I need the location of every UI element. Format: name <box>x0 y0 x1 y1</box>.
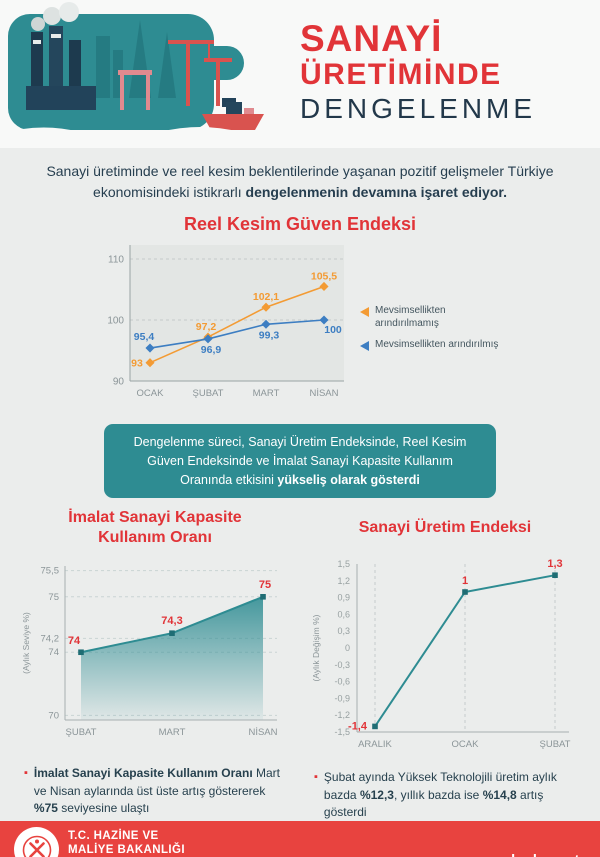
org-name-line2: MALİYE BAKANLIĞI <box>68 843 185 856</box>
svg-text:1,5: 1,5 <box>337 559 350 569</box>
legend-item: Mevsimsellikten arındırılmış <box>360 338 508 351</box>
chart3-title: Sanayi Üretim Endeksi <box>358 519 532 537</box>
svg-text:105,5: 105,5 <box>311 270 337 282</box>
kapasite-note: ▪ İmalat Sanayi Kapasite Kullanım Oranı … <box>14 765 296 817</box>
svg-text:70: 70 <box>48 711 59 722</box>
bullet-icon: ▪ <box>24 767 28 780</box>
bullet-icon: ▪ <box>314 771 318 784</box>
svg-text:96,9: 96,9 <box>201 344 222 356</box>
svg-text:-0,9: -0,9 <box>334 694 350 704</box>
svg-text:100: 100 <box>324 324 342 336</box>
svg-text:75,5: 75,5 <box>41 566 60 577</box>
svg-text:0,9: 0,9 <box>337 593 350 603</box>
svg-text:102,1: 102,1 <box>253 291 279 303</box>
org-name-line1: T.C. HAZİNE VE <box>68 829 159 842</box>
svg-text:93: 93 <box>131 358 143 370</box>
ministry-logo-icon <box>14 827 59 857</box>
legend-item: Mevsimsellikten arındırılmamış <box>360 304 508 330</box>
header: SANAYİ ÜRETİMİNDE DENGELENME <box>0 0 600 148</box>
svg-text:OCAK: OCAK <box>452 739 480 750</box>
website-url: www.hmb.gov.tr <box>474 853 585 857</box>
charts-row: İmalat Sanayi Kapasite Kullanım Oranı 75… <box>0 506 600 821</box>
uretim-note: ▪ Şubat ayında Yüksek Teknolojili üretim… <box>304 769 586 821</box>
kapasite-note-text: İmalat Sanayi Kapasite Kullanım Oranı Ma… <box>33 766 280 816</box>
svg-text:ŞUBAT: ŞUBAT <box>540 739 571 750</box>
svg-text:95,4: 95,4 <box>134 331 155 343</box>
svg-text:74,2: 74,2 <box>41 634 60 645</box>
kapasite-column: İmalat Sanayi Kapasite Kullanım Oranı 75… <box>14 506 296 821</box>
svg-text:0,6: 0,6 <box>337 610 350 620</box>
svg-text:ARALIK: ARALIK <box>358 739 392 750</box>
kapasite-chart: 75,5 75 74,2 74 70 74 74,3 75 ŞUBAT MART NİSAN (Ayl… <box>14 550 296 763</box>
footer: T.C. HAZİNE VE MALİYE BAKANLIĞI f /HMBak… <box>0 821 600 857</box>
svg-text:OCAK: OCAK <box>137 388 165 399</box>
svg-text:75: 75 <box>259 579 271 591</box>
chart1-section: 110 100 90 OCAK ŞUBAT MART NİSAN 93 97,2 102,1 105… <box>0 237 600 418</box>
svg-text:-1,5: -1,5 <box>334 727 350 737</box>
svg-text:74,3: 74,3 <box>161 615 182 627</box>
svg-text:-1,2: -1,2 <box>334 710 350 720</box>
svg-text:75: 75 <box>48 592 59 603</box>
svg-text:ŞUBAT: ŞUBAT <box>193 388 224 399</box>
svg-text:(Aylık Değişim %): (Aylık Değişim %) <box>311 615 321 682</box>
title-line-2: ÜRETİMİNDE <box>300 58 502 92</box>
chart2-title: İmalat Sanayi Kapasite Kullanım Oranı <box>68 509 242 547</box>
svg-text:1,3: 1,3 <box>547 558 562 570</box>
title-line-1: SANAYİ <box>300 18 443 59</box>
orange-arrow-icon <box>360 307 369 317</box>
svg-text:1: 1 <box>462 575 468 587</box>
svg-text:1,2: 1,2 <box>337 576 350 586</box>
svg-text:90: 90 <box>113 377 125 388</box>
svg-text:ŞUBAT: ŞUBAT <box>66 727 97 738</box>
uretim-note-text: Şubat ayında Yüksek Teknolojili üretim a… <box>323 770 557 820</box>
svg-text:MART: MART <box>159 727 186 738</box>
reel-kesim-chart: 110 100 90 OCAK ŞUBAT MART NİSAN 93 97,2 102,1 105… <box>92 237 354 418</box>
factory-port-illustration <box>0 2 295 146</box>
chart1-title: Reel Kesim Güven Endeksi <box>183 214 417 234</box>
svg-text:-1,4: -1,4 <box>348 721 368 733</box>
legend-label: Mevsimsellikten arındırılmamış <box>375 305 446 329</box>
chart1-legend: Mevsimsellikten arındırılmamış Mevsimsel… <box>360 296 508 359</box>
svg-text:0: 0 <box>345 643 350 653</box>
intro-text: Sanayi üretiminde ve reel kesim beklenti… <box>46 163 554 200</box>
svg-text:100: 100 <box>107 316 124 327</box>
svg-text:NİSAN: NİSAN <box>309 388 338 399</box>
blue-arrow-icon <box>360 341 369 351</box>
svg-text:110: 110 <box>108 255 124 266</box>
svg-text:74: 74 <box>68 635 81 647</box>
uretim-chart: 1,5 1,2 0,9 0,6 0,3 0 -0,3 -0,6 -0,9 -1,2 -1,5 ARAL… <box>304 550 586 767</box>
svg-text:MART: MART <box>253 388 280 399</box>
title-line-3: DENGELENME <box>300 93 537 125</box>
highlight-banner: Dengelenme süreci, Sanayi Üretim Endeksi… <box>104 424 496 499</box>
svg-text:(Aylık Seviye %): (Aylık Seviye %) <box>21 612 31 674</box>
org-block: T.C. HAZİNE VE MALİYE BAKANLIĞI f /HMBak… <box>68 829 185 857</box>
svg-text:0,3: 0,3 <box>337 626 350 636</box>
svg-text:74: 74 <box>48 647 59 658</box>
svg-text:NİSAN: NİSAN <box>248 727 277 738</box>
svg-text:-0,6: -0,6 <box>334 677 350 687</box>
page-title: SANAYİ ÜRETİMİNDE DENGELENME <box>300 18 537 126</box>
legend-label: Mevsimsellikten arındırılmış <box>375 339 499 350</box>
svg-text:99,3: 99,3 <box>259 329 280 341</box>
svg-text:-0,3: -0,3 <box>334 660 350 670</box>
svg-text:97,2: 97,2 <box>196 321 217 333</box>
uretim-column: Sanayi Üretim Endeksi 1,5 1,2 0,9 0,6 0,3 0 -0… <box>304 506 586 821</box>
